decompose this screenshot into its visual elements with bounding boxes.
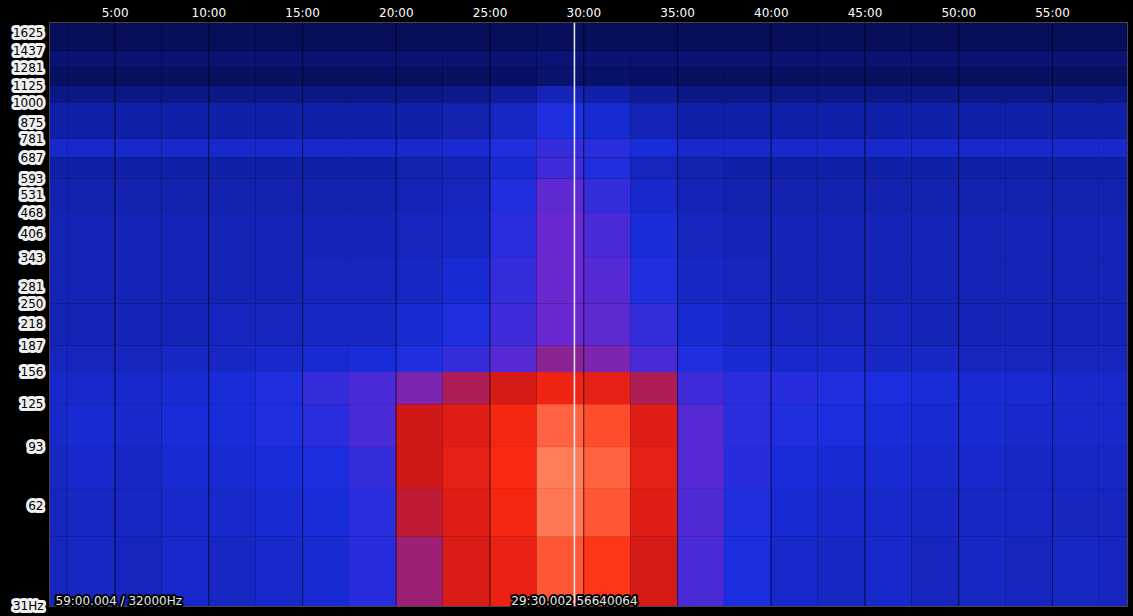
svg-text:15:00: 15:00 <box>285 6 320 20</box>
svg-text:25:00: 25:00 <box>473 6 508 20</box>
svg-text:281: 281 <box>21 280 44 294</box>
svg-text:875: 875 <box>21 116 44 130</box>
svg-text:593: 593 <box>21 172 44 186</box>
svg-text:50:00: 50:00 <box>941 6 976 20</box>
svg-text:687: 687 <box>21 151 44 165</box>
svg-text:187: 187 <box>21 339 44 353</box>
svg-text:125: 125 <box>21 397 44 411</box>
svg-text:1437: 1437 <box>13 44 44 58</box>
svg-text:406: 406 <box>21 227 44 241</box>
svg-text:35:00: 35:00 <box>660 6 695 20</box>
svg-text:343: 343 <box>21 251 44 265</box>
svg-text:1125: 1125 <box>13 79 44 93</box>
svg-text:156: 156 <box>21 365 44 379</box>
svg-text:10:00: 10:00 <box>192 6 227 20</box>
svg-text:31Hz: 31Hz <box>13 599 44 613</box>
svg-text:781: 781 <box>21 132 44 146</box>
svg-text:62: 62 <box>28 499 43 513</box>
svg-text:20:00: 20:00 <box>379 6 414 20</box>
svg-text:5:00: 5:00 <box>102 6 129 20</box>
svg-text:45:00: 45:00 <box>848 6 883 20</box>
svg-text:30:00: 30:00 <box>567 6 602 20</box>
svg-text:40:00: 40:00 <box>754 6 789 20</box>
svg-text:55:00: 55:00 <box>1035 6 1070 20</box>
svg-text:1281: 1281 <box>13 61 44 75</box>
svg-text:1000: 1000 <box>13 96 44 110</box>
svg-text:29:30.002 56640064: 29:30.002 56640064 <box>511 594 637 608</box>
svg-text:59:00.004 / 32000Hz: 59:00.004 / 32000Hz <box>56 594 182 608</box>
svg-text:250: 250 <box>21 297 44 311</box>
svg-text:93: 93 <box>28 440 43 454</box>
svg-text:531: 531 <box>21 188 44 202</box>
svg-text:468: 468 <box>21 206 44 220</box>
svg-text:1625: 1625 <box>13 26 44 40</box>
svg-text:218: 218 <box>21 317 44 331</box>
